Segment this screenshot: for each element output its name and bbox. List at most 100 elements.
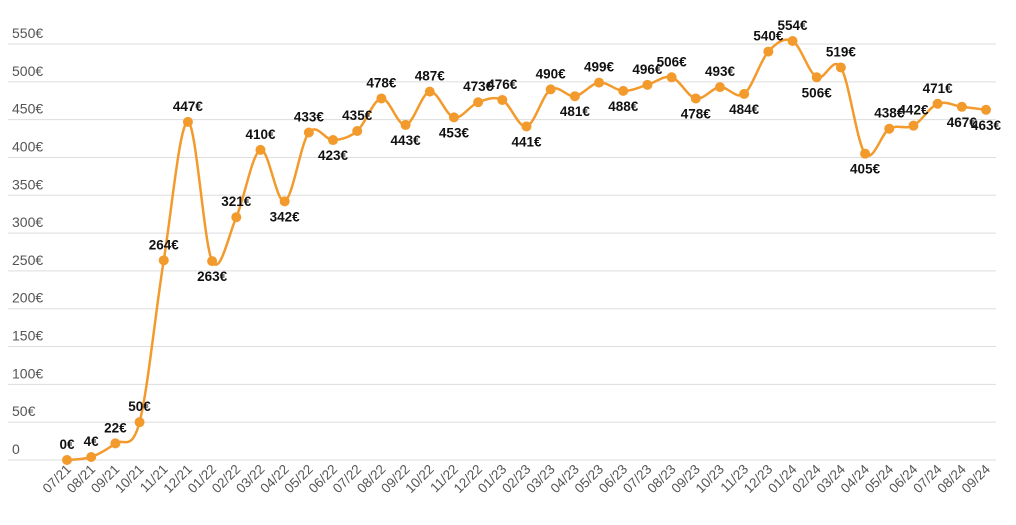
data-point xyxy=(521,121,532,132)
data-point xyxy=(545,84,556,95)
data-point xyxy=(860,148,871,159)
data-point xyxy=(642,79,653,90)
y-tick-label: 400€ xyxy=(12,138,43,154)
gridlines xyxy=(8,43,996,461)
data-point xyxy=(62,455,72,465)
data-label: 50€ xyxy=(128,399,151,414)
data-point xyxy=(110,438,121,449)
data-point xyxy=(400,119,411,130)
data-point xyxy=(690,93,701,104)
data-label: 441€ xyxy=(511,134,542,149)
data-point xyxy=(835,62,846,73)
data-label: 467€ xyxy=(947,115,978,130)
data-point xyxy=(328,135,339,146)
data-label: 405€ xyxy=(850,162,881,177)
data-label: 410€ xyxy=(245,127,276,142)
data-label: 484€ xyxy=(729,102,760,117)
data-label: 453€ xyxy=(439,125,470,140)
data-label: 490€ xyxy=(536,66,567,81)
data-label: 443€ xyxy=(391,133,422,148)
data-point xyxy=(956,101,967,112)
data-label: 264€ xyxy=(149,237,180,252)
data-point xyxy=(787,35,798,46)
series-line xyxy=(65,38,988,462)
data-label: 4€ xyxy=(84,434,100,449)
data-label: 22€ xyxy=(104,420,127,435)
data-point xyxy=(473,97,484,108)
data-label: 493€ xyxy=(705,64,736,79)
x-tick-label: 09/24 xyxy=(959,461,994,496)
data-label: 478€ xyxy=(366,75,397,90)
y-tick-label: 200€ xyxy=(12,290,43,306)
data-point xyxy=(255,144,266,155)
data-label: 435€ xyxy=(342,108,373,123)
data-label: 554€ xyxy=(778,18,809,33)
data-point xyxy=(158,255,169,266)
data-point xyxy=(207,256,218,267)
data-point xyxy=(981,104,991,115)
data-label: 321€ xyxy=(221,194,252,209)
data-label: 473€ xyxy=(463,79,494,94)
data-label: 433€ xyxy=(294,109,325,124)
data-label: 263€ xyxy=(197,269,228,284)
y-tick-label: 50€ xyxy=(12,403,36,419)
data-point xyxy=(231,212,242,223)
data-label: 499€ xyxy=(584,60,615,75)
data-label: 463€ xyxy=(971,118,1002,133)
data-point xyxy=(618,85,629,96)
data-label: 488€ xyxy=(608,99,639,114)
data-point xyxy=(376,93,387,104)
x-tick-label: 10/21 xyxy=(112,462,147,497)
data-point xyxy=(279,196,290,207)
data-point xyxy=(811,72,822,83)
data-point xyxy=(303,127,314,138)
data-point xyxy=(86,451,97,462)
data-point xyxy=(497,94,508,105)
data-label: 496€ xyxy=(632,62,663,77)
data-label: 447€ xyxy=(173,99,204,114)
y-tick-label: 0 xyxy=(12,441,20,457)
y-tick-label: 100€ xyxy=(12,365,43,381)
y-tick-label: 450€ xyxy=(12,101,43,117)
data-label: 0€ xyxy=(59,437,75,452)
data-point xyxy=(714,82,725,93)
y-tick-label: 500€ xyxy=(12,63,43,79)
y-tick-label: 250€ xyxy=(12,252,43,268)
y-tick-label: 150€ xyxy=(12,328,43,344)
data-point xyxy=(352,125,363,136)
data-label: 487€ xyxy=(415,69,446,84)
data-label: 481€ xyxy=(560,104,591,119)
data-label: 342€ xyxy=(270,209,301,224)
data-label: 476€ xyxy=(487,77,518,92)
data-point xyxy=(932,98,943,109)
data-label: 540€ xyxy=(753,29,784,44)
data-point xyxy=(448,112,459,123)
data-points xyxy=(62,35,991,465)
y-tick-label: 300€ xyxy=(12,214,43,230)
data-point xyxy=(569,91,580,102)
y-tick-label: 550€ xyxy=(12,25,43,41)
data-label: 478€ xyxy=(681,106,712,121)
data-label: 423€ xyxy=(318,148,349,163)
data-point xyxy=(763,46,774,57)
x-tick-label: 10/22 xyxy=(402,462,437,497)
x-tick-label: 10/23 xyxy=(693,462,728,497)
data-point xyxy=(134,417,145,428)
data-labels: 0€ 4€ 22€50€ 264€ 447€ 263€ 321€ 410€ 342€ 433€ 42… xyxy=(59,18,1001,452)
data-point xyxy=(594,77,605,88)
data-point xyxy=(666,72,677,83)
data-point xyxy=(908,120,919,131)
data-label: 471€ xyxy=(923,81,954,96)
data-point xyxy=(884,123,895,134)
data-label: 442€ xyxy=(898,103,929,118)
data-point xyxy=(182,116,193,127)
y-axis-ticks: 0 50€ 100€ 150€ 200€ 250€ 300€ 350€ 400€ 450€ 500€… xyxy=(12,25,43,457)
data-label: 519€ xyxy=(826,44,857,59)
data-point xyxy=(424,86,435,97)
y-tick-label: 350€ xyxy=(12,176,43,192)
data-label: 506€ xyxy=(802,85,833,100)
data-label: 506€ xyxy=(657,54,688,69)
data-point xyxy=(739,88,750,99)
